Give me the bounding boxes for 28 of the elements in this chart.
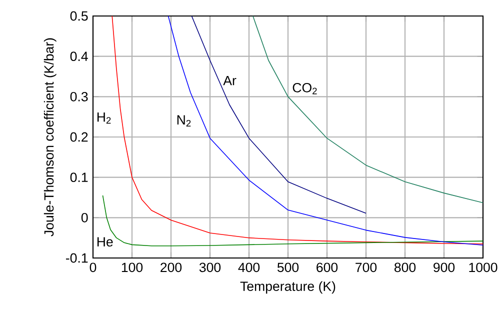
y-axis-title: Joule-Thomson coefficient (K/bar)	[44, 38, 56, 236]
y-tick-label: 0.2	[70, 132, 88, 142]
x-tick-label: 700	[356, 262, 377, 272]
y-tick-label: 0.4	[70, 52, 88, 62]
series-label: H$_{2}$	[97, 112, 111, 124]
y-tick-label: 0.3	[70, 92, 88, 102]
line-series	[252, 16, 483, 204]
x-tick-label: 300	[199, 262, 221, 272]
line-series	[112, 16, 483, 244]
y-tick-label: -0.1	[66, 253, 88, 263]
x-tick-label: 1000	[469, 262, 498, 272]
line-series	[191, 16, 366, 214]
x-tick-label: 800	[394, 262, 416, 272]
x-tick-label: 200	[160, 262, 182, 272]
x-tick-label: 100	[122, 262, 143, 272]
series-label: Ar	[223, 76, 236, 86]
y-tick-label: 0	[81, 212, 88, 222]
y-tick-label: 0.5	[70, 11, 88, 21]
series-label: N$_{2}$	[177, 115, 191, 126]
x-tick-label: 600	[316, 262, 338, 272]
series-label: He	[97, 237, 113, 246]
series-label: CO$_{2}$	[292, 82, 317, 94]
x-tick-label: 500	[277, 262, 299, 272]
x-tick-label: 400	[238, 262, 260, 272]
x-tick-label: 0	[90, 262, 96, 272]
x-axis-title: Temperature (K)	[240, 281, 336, 294]
y-tick-label: 0.1	[70, 172, 88, 182]
x-tick-label: 900	[434, 262, 455, 272]
